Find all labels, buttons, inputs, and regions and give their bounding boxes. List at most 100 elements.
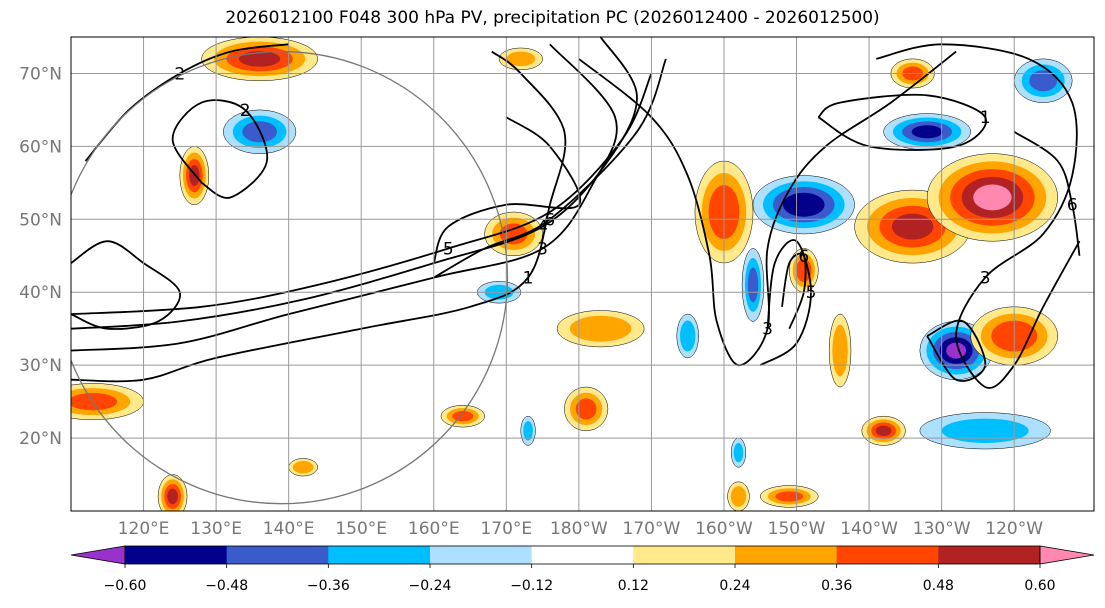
precip-blob-outline bbox=[828, 313, 852, 388]
precip-blob-outline bbox=[752, 175, 855, 235]
lon-tick-label: 160°E bbox=[408, 519, 460, 539]
pv-contour-label: 2 bbox=[174, 64, 185, 84]
pv-contour bbox=[71, 43, 618, 352]
pv-contour-label: 2 bbox=[240, 101, 251, 121]
pv-contour-label: 3 bbox=[980, 269, 991, 289]
colorbar-tick-label: 0.36 bbox=[821, 578, 852, 594]
precip-blob bbox=[238, 51, 281, 67]
precip-blob bbox=[292, 461, 314, 474]
gridlines bbox=[71, 37, 1094, 511]
colorbar-extend-low bbox=[70, 545, 126, 565]
pv-contour-label: 3 bbox=[762, 320, 773, 340]
pv-contour-label: 3 bbox=[537, 239, 548, 259]
precip-blob-outline bbox=[520, 415, 536, 446]
pv-contour bbox=[432, 116, 582, 264]
precip-blob bbox=[782, 192, 825, 217]
lon-tick-label: 120°W bbox=[985, 519, 1043, 539]
precip-blob-outline bbox=[484, 211, 543, 257]
lon-tick-label: 140°W bbox=[840, 519, 898, 539]
pv-contour-label: 5 bbox=[443, 239, 454, 259]
pv-contour bbox=[71, 73, 653, 315]
precip-blob-outline bbox=[861, 415, 906, 446]
precip-blob-outline bbox=[201, 37, 318, 82]
colorbar-frame bbox=[124, 545, 1041, 565]
precip-blob-outline bbox=[727, 481, 750, 511]
colorbar-tick-label: −0.48 bbox=[205, 578, 248, 594]
pv-contour bbox=[71, 240, 181, 330]
lat-tick-label: 20°N bbox=[19, 429, 62, 449]
lat-tick-label: 50°N bbox=[19, 210, 62, 230]
precip-blob bbox=[946, 342, 967, 359]
colorbar-tick-label: 0.24 bbox=[719, 578, 750, 594]
precip-blob bbox=[875, 425, 892, 436]
precip-blob-outline bbox=[564, 386, 609, 432]
colorbar-segment bbox=[938, 546, 1041, 564]
colorbar-tick-label: −0.12 bbox=[510, 578, 553, 594]
pv-contour-label: 4 bbox=[537, 218, 548, 238]
lon-tick-label: 150°E bbox=[335, 519, 387, 539]
domain-circle bbox=[71, 51, 509, 505]
lat-tick-label: 60°N bbox=[19, 137, 62, 157]
pv-contour bbox=[433, 58, 667, 279]
pv-contour bbox=[71, 37, 638, 330]
pv-contour-label: 1 bbox=[980, 108, 991, 128]
precip-blob bbox=[747, 267, 759, 303]
lon-tick-label: 140°E bbox=[263, 519, 315, 539]
pv-contour bbox=[71, 50, 567, 383]
precip-blob bbox=[569, 315, 632, 342]
lon-tick-label: 130°E bbox=[190, 519, 242, 539]
map-frame bbox=[70, 36, 1095, 512]
precip-blob bbox=[733, 442, 744, 463]
colorbar-tick-label: 0.48 bbox=[923, 578, 954, 594]
pv-contour bbox=[578, 50, 957, 367]
lon-tick-label: 130°W bbox=[913, 519, 971, 539]
precip-blob bbox=[71, 392, 118, 411]
precip-blob bbox=[775, 491, 804, 502]
lon-tick-label: 170°E bbox=[480, 519, 532, 539]
precip-pc-layer bbox=[71, 37, 1073, 511]
colorbar-segment bbox=[531, 546, 634, 564]
precip-blob bbox=[167, 488, 178, 505]
colorbar-segment bbox=[633, 546, 736, 564]
colorbar-segment bbox=[328, 546, 431, 564]
pv-contour bbox=[781, 252, 807, 330]
colorbar-extend-high bbox=[1039, 545, 1095, 565]
precip-blob-outline bbox=[223, 109, 297, 154]
pv-contour-label: 6 bbox=[544, 210, 555, 230]
precip-blob bbox=[891, 213, 934, 240]
precip-blob bbox=[832, 324, 848, 377]
precip-blob bbox=[911, 125, 943, 139]
lon-tick-label: 150°W bbox=[768, 519, 826, 539]
colorbar-tick-label: −0.24 bbox=[409, 578, 452, 594]
pv-contour-label: 1 bbox=[523, 269, 534, 289]
pv-contour bbox=[171, 99, 268, 199]
precip-blob bbox=[973, 184, 1012, 211]
chart-title: 2026012100 F048 300 hPa PV, precipitatio… bbox=[225, 8, 880, 28]
colorbar-tick-label: 0.12 bbox=[618, 578, 649, 594]
lon-tick-label: 170°W bbox=[623, 519, 681, 539]
colorbar-tick-label: 0.60 bbox=[1024, 578, 1055, 594]
precip-blob-outline bbox=[676, 313, 699, 359]
axis-ticks: 20°N 30°N 40°N 50°N 60°N 70°N 120°E 130°E 140°E 1… bbox=[19, 64, 1043, 539]
precip-blob-outline bbox=[926, 153, 1058, 242]
colorbar-tick-label: −0.36 bbox=[307, 578, 350, 594]
precip-blob bbox=[506, 51, 536, 67]
precip-blob-outline bbox=[919, 412, 1051, 450]
lon-tick-label: 160°W bbox=[695, 519, 753, 539]
colorbar-segment bbox=[125, 546, 228, 564]
pv-contour-label: 5 bbox=[806, 283, 817, 303]
lat-tick-label: 30°N bbox=[19, 356, 62, 376]
precip-blob bbox=[680, 320, 696, 352]
precip-blob-outline bbox=[741, 248, 765, 322]
domain-circle-layer bbox=[71, 51, 509, 505]
precip-blob bbox=[1029, 70, 1058, 92]
precip-blob-outline bbox=[498, 47, 543, 71]
lon-tick-label: 180°W bbox=[550, 519, 608, 539]
pv-contour-label: 6 bbox=[1067, 196, 1078, 216]
precip-blob-outline bbox=[556, 310, 645, 348]
lat-tick-label: 40°N bbox=[19, 283, 62, 303]
precip-blob bbox=[189, 165, 200, 186]
precip-blob-outline bbox=[157, 474, 188, 511]
